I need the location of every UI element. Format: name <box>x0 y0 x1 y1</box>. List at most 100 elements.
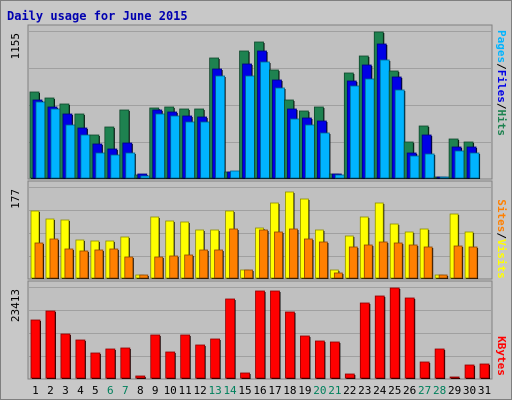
kbytes-bar <box>255 290 265 379</box>
x-axis-day-label: 13 <box>208 384 221 397</box>
kbytes-bar <box>359 302 370 379</box>
pages-bar-shadow <box>441 178 451 179</box>
kbytes-bar <box>150 334 161 379</box>
pages-bar <box>305 124 315 179</box>
kbytes-bar <box>449 376 460 379</box>
sites-bar <box>423 246 433 279</box>
sites-bar <box>139 274 149 279</box>
panel-3-y-max-label: 23413 <box>9 289 22 322</box>
pages-bar <box>110 154 121 179</box>
pages-bar <box>349 85 360 179</box>
kbytes-bar <box>180 334 191 379</box>
pages-bar <box>50 108 61 179</box>
sites-bar <box>393 242 403 279</box>
legend-pages-files-hits-part-2: Files <box>495 70 508 103</box>
kbytes-bar <box>285 311 295 379</box>
sites-bar <box>124 256 134 279</box>
x-axis-day-label: 22 <box>343 384 356 397</box>
pages-bar <box>215 75 226 179</box>
x-axis-day-label: 21 <box>328 384 341 397</box>
pages-bar <box>140 175 151 179</box>
sites-bar <box>453 245 463 279</box>
sites-bar <box>169 255 179 279</box>
sites-bar <box>289 228 298 279</box>
pages-bar <box>170 115 181 179</box>
x-axis-day-label: 25 <box>388 384 401 397</box>
sites-bar <box>109 248 119 279</box>
kbytes-bar <box>389 287 400 379</box>
pages-bar <box>379 59 390 179</box>
kbytes-bar <box>479 363 490 379</box>
pages-bar <box>245 75 255 179</box>
sites-bar <box>229 228 238 279</box>
x-axis-day-label: 19 <box>298 384 311 397</box>
kbytes-bar <box>404 297 415 379</box>
x-axis-day-label: 27 <box>418 384 431 397</box>
pages-bar <box>80 134 91 179</box>
sites-bar <box>274 231 283 279</box>
sites-bar <box>244 269 253 279</box>
sites-bar <box>184 254 194 279</box>
x-axis-day-label: 17 <box>268 384 281 397</box>
sites-bar <box>64 248 74 279</box>
sites-bar <box>468 246 478 279</box>
pages-bar <box>290 118 300 179</box>
legend-kbytes: KBytes <box>495 336 508 376</box>
legend-pages-files-hits: Pages/Files/Hits <box>495 30 508 136</box>
kbytes-bar <box>344 373 355 379</box>
x-axis-day-label: 9 <box>152 384 159 397</box>
x-axis-day-label: 23 <box>358 384 371 397</box>
kbytes-bar <box>240 372 250 379</box>
x-axis-day-label: 30 <box>463 384 476 397</box>
pages-bar <box>185 121 196 179</box>
x-axis-day-label: 24 <box>373 384 387 397</box>
kbytes-bar <box>270 290 280 379</box>
kbytes-bar <box>120 347 131 379</box>
kbytes-bar <box>225 298 235 379</box>
kbytes-bar <box>374 295 385 379</box>
sites-bar <box>49 238 59 279</box>
kbytes-bar-shadow <box>451 378 461 379</box>
kbytes-bar <box>135 375 146 379</box>
sites-bar <box>94 249 104 279</box>
x-axis-day-label: 6 <box>107 384 114 397</box>
kbytes-bar <box>434 348 445 379</box>
kbytes-bar <box>419 361 430 379</box>
kbytes-bar <box>90 352 101 379</box>
kbytes-bar <box>165 351 176 379</box>
kbytes-bar <box>195 344 206 379</box>
x-axis-day-label: 5 <box>92 384 99 397</box>
legend-pages-files-hits-part-4: Hits <box>495 110 508 137</box>
sites-bar <box>79 250 89 279</box>
pages-bar <box>364 78 375 179</box>
kbytes-bar <box>30 319 41 379</box>
pages-bar <box>334 174 345 179</box>
sites-bar <box>259 229 268 279</box>
sites-bar <box>154 256 164 279</box>
x-axis-day-label: 31 <box>478 384 491 397</box>
pages-bar <box>319 132 330 179</box>
pages-bar <box>275 87 285 179</box>
x-axis-day-label: 18 <box>283 384 296 397</box>
pages-bar <box>230 170 240 179</box>
kbytes-bar <box>464 364 475 379</box>
sites-bar <box>333 272 343 279</box>
sites-bar <box>408 244 418 279</box>
legend-pages-files-hits-part-0: Pages <box>495 30 508 63</box>
pages-bar <box>200 121 211 179</box>
sites-bar <box>438 274 448 279</box>
panel-1-y-max-label: 1155 <box>9 33 22 60</box>
sites-bar <box>214 249 224 279</box>
kbytes-bar <box>75 339 86 379</box>
sites-bar <box>363 244 373 279</box>
pages-bar <box>155 113 166 179</box>
x-axis-day-label: 1 <box>32 384 39 397</box>
pages-bar <box>65 124 76 179</box>
kbytes-bar <box>329 341 340 379</box>
sites-bar <box>34 242 44 279</box>
x-axis-day-label: 16 <box>253 384 266 397</box>
kbytes-bar <box>300 335 310 379</box>
sites-bar <box>304 238 313 279</box>
legend-pages-files-hits-part-3: / <box>495 103 508 110</box>
